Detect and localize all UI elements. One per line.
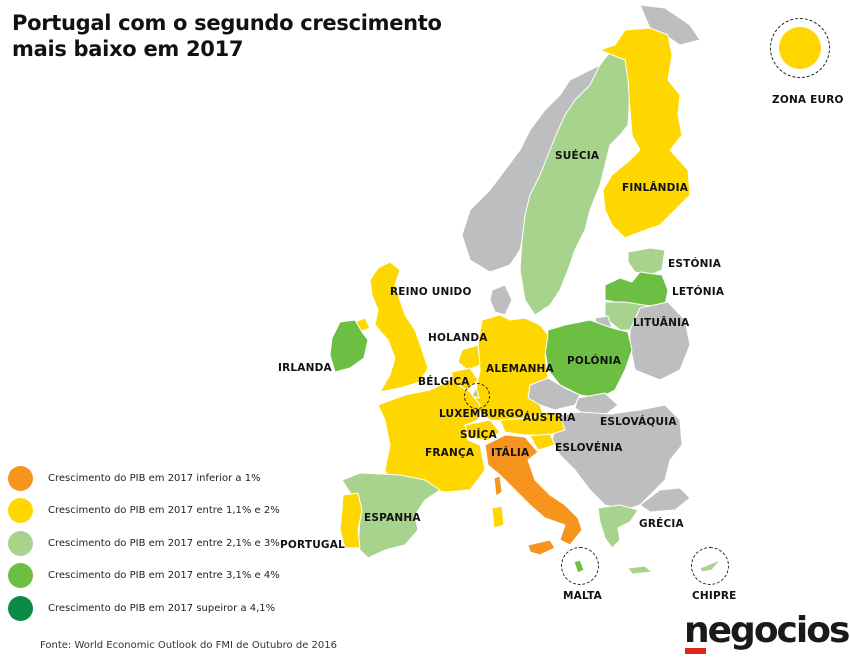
negocios-logo: negocios [684,610,850,651]
sweden-region [519,47,631,316]
label-alemanha: ALEMANHA [486,363,554,375]
balkans-region [551,404,683,511]
legend: Crescimento do PIB em 2017 inferior a 1%… [8,462,280,625]
euro-zone-dot [779,27,821,69]
label-finlandia: FINLÂNDIA [622,182,689,194]
legend-label: Crescimento do PIB em 2017 entre 2,1% e … [48,537,280,549]
legend-swatch-orange [8,465,33,491]
label-eslovaquia: ESLOVÁQUIA [600,416,677,428]
label-malta: MALTA [563,590,603,602]
denmark-region [489,284,513,316]
label-grecia: GRÉCIA [639,518,684,530]
label-belgica: BÉLGICA [418,376,470,388]
label-estonia: ESTÓNIA [668,258,722,270]
spain-region [341,472,441,559]
label-eslovenia: ESLOVÉNIA [555,442,623,454]
page-title: Portugal com o segundo crescimento mais … [12,10,442,62]
slovenia-region [529,433,556,451]
label-luxemburgo: LUXEMBURGO [439,408,524,420]
legend-item: Crescimento do PIB em 2017 entre 3,1% e … [8,560,280,593]
crete-region [627,565,653,575]
legend-label: Crescimento do PIB em 2017 supeiror a 4,… [48,602,276,614]
legend-swatch-yellow [8,498,33,524]
italy-region [484,434,583,546]
legend-label: Crescimento do PIB em 2017 inferior a 1% [48,472,261,484]
euro-zone-label: ZONA EURO [772,94,844,106]
logo-red-bar [685,648,706,654]
finland-region [599,27,691,239]
label-reino-unido: REINO UNIDO [390,286,472,298]
uk-region [369,261,429,393]
greece-region [597,504,639,549]
legend-label: Crescimento do PIB em 2017 entre 1,1% e … [48,505,280,517]
belarus-region [629,301,691,381]
title-line-1: Portugal com o segundo crescimento [12,11,442,35]
label-suica: SUÍÇA [460,429,497,441]
corsica-region [493,475,503,497]
title-line-2: mais baixo em 2017 [12,37,244,61]
label-italia: ITÁLIA [491,447,530,459]
label-letonia: LETÓNIA [672,286,725,298]
ireland-region [329,319,369,373]
sicily-region [527,539,556,556]
latvia-region [604,271,669,307]
poland-region [544,319,633,399]
label-espanha: ESPANHA [364,512,421,524]
label-lituania: LITUÂNIA [633,317,690,329]
label-suecia: SUÉCIA [555,150,600,162]
turkey-region [639,487,691,513]
label-polonia: POLÓNIA [567,355,622,367]
label-holanda: HOLANDA [428,332,488,344]
legend-swatch-green [8,563,33,589]
sardinia-region [491,505,505,529]
legend-item: Crescimento do PIB em 2017 inferior a 1% [8,462,280,495]
label-austria: ÁUSTRIA [523,412,576,424]
legend-swatch-light-green [8,530,33,556]
label-franca: FRANÇA [425,447,475,459]
netherlands-region [457,344,481,371]
legend-label: Crescimento do PIB em 2017 entre 3,1% e … [48,570,280,582]
source-note: Fonte: World Economic Outlook do FMI de … [40,640,337,651]
legend-swatch-dark-green [8,595,33,621]
portugal-region [339,492,363,549]
luxembourg-highlight-circle [464,383,490,409]
legend-item: Crescimento do PIB em 2017 supeiror a 4,… [8,592,280,625]
label-chipre: CHIPRE [692,590,737,602]
austria-region [499,411,566,436]
estonia-region [627,247,666,276]
legend-item: Crescimento do PIB em 2017 entre 1,1% e … [8,495,280,528]
malta-highlight-circle [561,547,599,585]
legend-item: Crescimento do PIB em 2017 entre 2,1% e … [8,527,280,560]
euro-zone-key [770,18,830,78]
label-irlanda: IRLANDA [278,362,332,374]
cyprus-highlight-circle [691,547,729,585]
label-portugal: PORTUGAL [280,539,345,551]
